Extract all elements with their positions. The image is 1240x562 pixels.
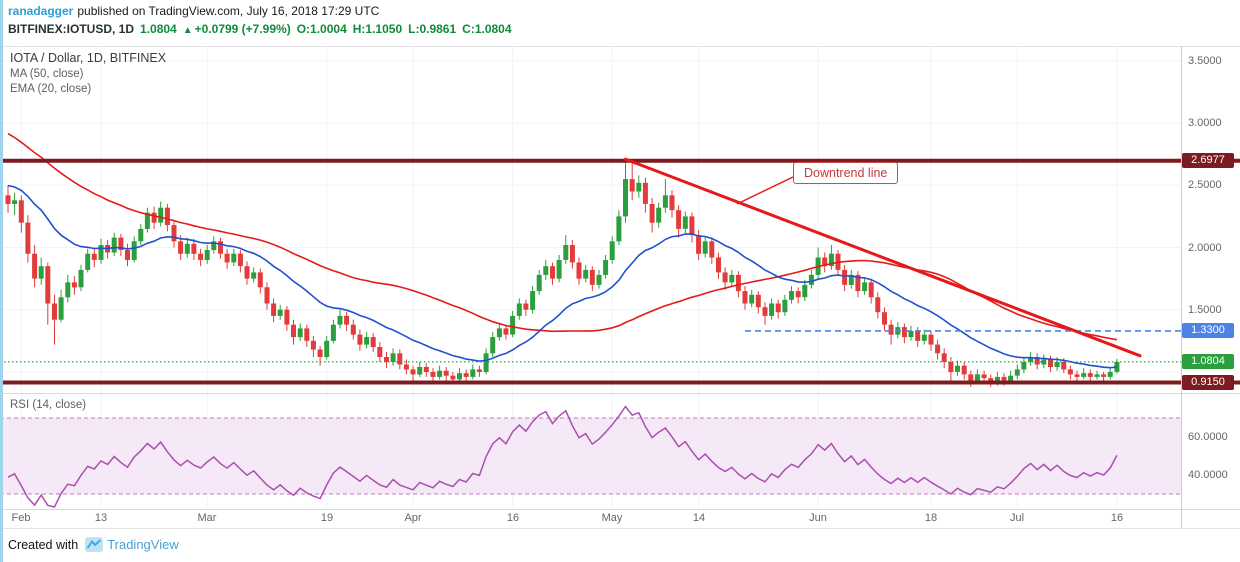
footer: Created with TradingView [8, 537, 179, 552]
time-axis[interactable]: Feb 13 Mar 19 Apr 16 May 14 Jun 18 Jul 16 [0, 511, 1181, 528]
price-change: +0.0799 (+7.99%) [194, 22, 291, 36]
legend-ma: MA (50, close) [10, 68, 84, 80]
left-accent-strip [0, 0, 3, 562]
ohlc-high: H:1.1050 [352, 22, 403, 36]
time-axis-label: Feb [11, 512, 31, 524]
legend-ema: EMA (20, close) [10, 83, 92, 95]
legend-symbol-title: IOTA / Dollar, 1D, BITFINEX [10, 51, 167, 65]
last-price: 1.0804 [140, 22, 177, 36]
price-tick-label: 2.0000 [1188, 242, 1222, 254]
time-axis-label: 13 [94, 512, 108, 524]
rsi-tick-label: 40.0000 [1188, 469, 1228, 481]
ohlc-open: O:1.0004 [296, 22, 347, 36]
tradingview-logo-icon [85, 537, 107, 552]
up-arrow-icon: ▲ [182, 25, 193, 36]
legend-rsi: RSI (14, close) [10, 399, 87, 411]
time-axis-label: 18 [924, 512, 938, 524]
price-level-badge: 2.6977 [1182, 153, 1234, 168]
time-axis-label: Jul [1009, 512, 1025, 524]
symbol-ohlc-bar: BITFINEX:IOTUSD, 1D 1.0804 ▲ +0.0799 (+7.99… [8, 22, 518, 36]
tradingview-link[interactable]: TradingView [85, 537, 179, 552]
price-axis[interactable]: 3.5000 3.0000 2.5000 2.0000 1.5000 2.6977 1.33… [1182, 0, 1240, 530]
price-level-badge: 0.9150 [1182, 375, 1234, 390]
price-tick-label: 3.0000 [1188, 117, 1222, 129]
time-axis-label: Mar [197, 512, 217, 524]
rsi-tick-label: 60.0000 [1188, 431, 1228, 443]
time-axis-label: 16 [506, 512, 520, 524]
price-level-badge: 1.0804 [1182, 354, 1234, 369]
price-level-badge: 1.3300 [1182, 323, 1234, 338]
time-axis-label: Jun [809, 512, 827, 524]
price-tick-label: 2.5000 [1188, 179, 1222, 191]
tradingview-brand-text: TradingView [107, 537, 179, 552]
publish-info: ranadagger published on TradingView.com, … [8, 4, 379, 18]
time-axis-label: 16 [1110, 512, 1124, 524]
price-tick-label: 3.5000 [1188, 55, 1222, 67]
ohlc-low: L:0.9861 [408, 22, 457, 36]
chart-legend: IOTA / Dollar, 1D, BITFINEX MA (50, clos… [10, 51, 166, 95]
symbol-name: BITFINEX:IOTUSD, 1D [8, 22, 135, 36]
created-with-text: Created with [8, 537, 79, 552]
time-axis-label: 14 [692, 512, 706, 524]
price-tick-label: 1.5000 [1188, 304, 1222, 316]
time-axis-label: May [601, 512, 623, 524]
ohlc-close: C:1.0804 [462, 22, 512, 36]
downtrend-line-label[interactable]: Downtrend line [793, 162, 899, 184]
time-axis-label: Apr [404, 512, 422, 524]
publish-text: published on TradingView.com, July 16, 2… [77, 4, 380, 18]
time-axis-label: 19 [320, 512, 334, 524]
publisher-link[interactable]: ranadagger [8, 4, 74, 18]
